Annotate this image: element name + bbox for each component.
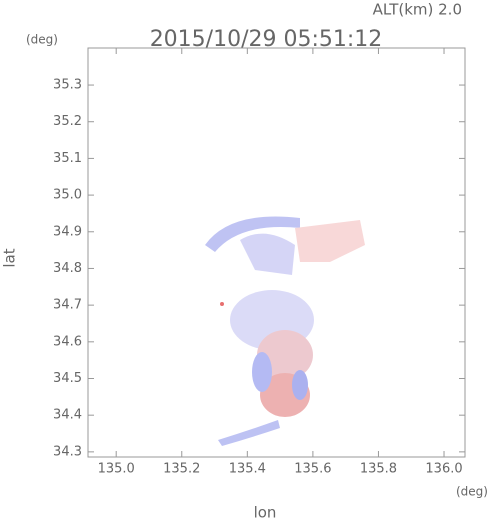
echo [295,220,365,262]
echoes [205,216,365,446]
x-tick-label: 135.4 [229,462,266,477]
y-tick-label: 34.3 [53,444,82,459]
y-tick-label: 35.0 [53,188,82,203]
echo [240,233,295,275]
echo [205,216,300,252]
y-tick-label: 34.8 [53,261,82,276]
x-unit: (deg) [456,485,488,499]
y-tick-label: 34.5 [53,371,82,386]
echo [252,352,272,392]
y-label: lat [1,248,19,267]
x-tick-label: 135.0 [98,462,135,477]
y-tick-label: 34.7 [53,298,82,313]
y-tick-label: 35.2 [53,114,82,129]
echo [220,302,224,306]
x-tick-label: 135.6 [294,462,331,477]
x-tick-label: 135.2 [163,462,200,477]
echo [218,420,280,446]
x-tick-label: 136.0 [425,462,462,477]
echo [292,370,308,400]
y-tick-label: 35.1 [53,151,82,166]
altitude: ALT(km) 2.0 [373,1,462,19]
plot-frame [87,47,466,458]
y-tick-label: 34.9 [53,224,82,239]
y-tick-label: 34.4 [53,408,82,423]
x-label: lon [254,504,277,522]
x-tick-label: 135.8 [360,462,397,477]
y-tick-label: 34.6 [53,334,82,349]
y-unit: (deg) [26,33,58,47]
y-tick-label: 35.3 [53,78,82,93]
